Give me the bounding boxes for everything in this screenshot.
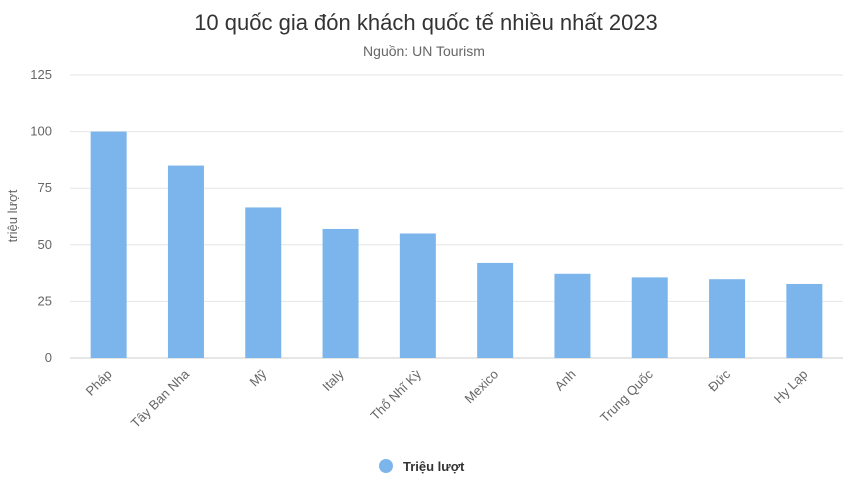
y-tick-label: 25 [38, 293, 52, 308]
legend-label: Triệu lượt [403, 459, 465, 474]
bar[interactable] [322, 228, 359, 358]
x-tick-label: Tây Ban Nha [128, 366, 193, 431]
chart-title: 10 quốc gia đón khách quốc tế nhiều nhất… [194, 10, 658, 35]
x-tick-label: Hy Lạp [771, 367, 811, 407]
x-tick-label: Thổ Nhĩ Kỳ [367, 366, 424, 423]
bar[interactable] [477, 262, 514, 358]
x-tick-label: Italy [319, 366, 347, 394]
bar[interactable] [709, 279, 746, 358]
bar[interactable] [554, 273, 591, 358]
chart-subtitle: Nguồn: UN Tourism [363, 43, 485, 59]
bar[interactable] [786, 283, 823, 358]
bar[interactable] [631, 277, 668, 358]
x-tick-label: Mỹ [247, 366, 270, 389]
bar[interactable] [399, 233, 436, 358]
bar-series [90, 131, 823, 358]
y-axis-label: triệu lượt [5, 189, 20, 242]
legend-swatch [379, 459, 393, 473]
x-tick-label: Mexico [462, 367, 502, 407]
y-axis-ticks: 0 25 50 75 100 125 [30, 67, 52, 365]
y-tick-label: 125 [30, 67, 52, 82]
y-tick-label: 100 [30, 124, 52, 139]
y-tick-label: 0 [45, 350, 52, 365]
x-tick-label: Pháp [83, 367, 115, 399]
x-axis-ticks: Pháp Tây Ban Nha Mỹ Italy Thổ Nhĩ Kỳ Mexico An… [83, 366, 811, 431]
legend[interactable]: Triệu lượt [379, 459, 465, 474]
y-tick-label: 75 [38, 180, 52, 195]
bar[interactable] [245, 207, 282, 358]
bar[interactable] [167, 165, 204, 358]
y-tick-label: 50 [38, 237, 52, 252]
bar[interactable] [90, 131, 127, 358]
x-tick-label: Anh [552, 367, 579, 394]
x-tick-label: Trung Quốc [597, 366, 656, 425]
x-tick-label: Đức [705, 366, 733, 394]
